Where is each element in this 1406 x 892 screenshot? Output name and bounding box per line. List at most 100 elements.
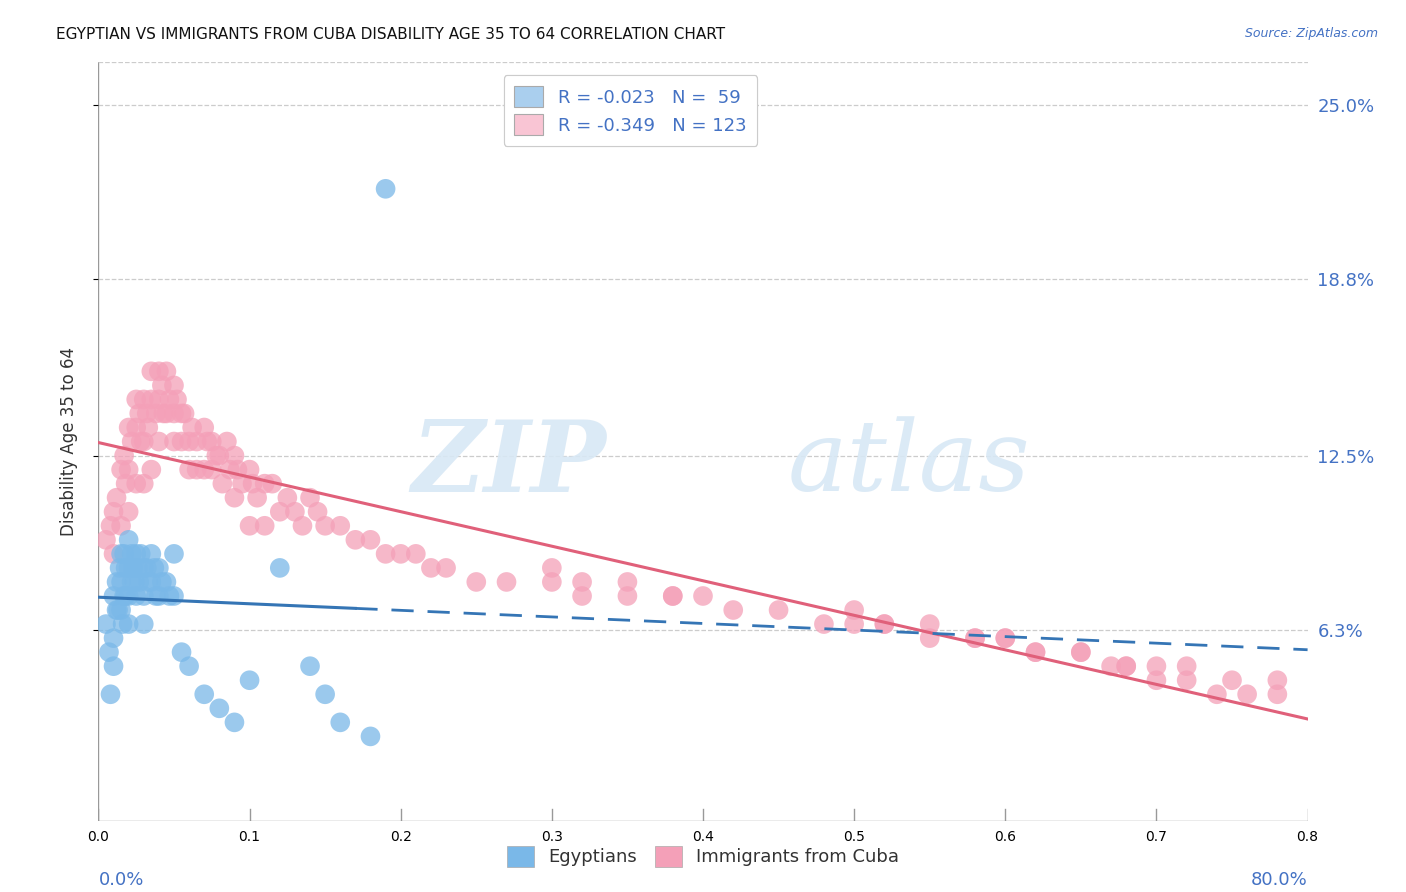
- Point: [110, 518, 132, 533]
- Point: [1115, 659, 1137, 673]
- Point: [226, 462, 249, 476]
- Point: [148, 392, 170, 407]
- Point: [253, 476, 276, 491]
- Text: 0.0%: 0.0%: [98, 871, 143, 889]
- Point: [111, 617, 134, 632]
- Point: [389, 547, 412, 561]
- Point: [201, 434, 224, 449]
- Point: [246, 491, 269, 505]
- Point: [98, 645, 121, 659]
- Point: [132, 392, 155, 407]
- Point: [813, 617, 835, 632]
- Point: [114, 561, 136, 575]
- Point: [994, 631, 1017, 645]
- Point: [108, 561, 131, 575]
- Point: [186, 434, 208, 449]
- Point: [299, 491, 322, 505]
- Point: [1220, 673, 1243, 688]
- Point: [329, 518, 352, 533]
- Point: [121, 547, 143, 561]
- Y-axis label: Disability Age 35 to 64: Disability Age 35 to 64: [59, 347, 77, 536]
- Point: [125, 392, 148, 407]
- Point: [224, 449, 246, 463]
- Point: [211, 476, 233, 491]
- Point: [179, 659, 201, 673]
- Point: [114, 589, 136, 603]
- Point: [136, 420, 159, 434]
- Point: [141, 574, 163, 589]
- Point: [128, 574, 150, 589]
- Point: [132, 434, 155, 449]
- Point: [141, 364, 163, 378]
- Point: [132, 561, 155, 575]
- Point: [571, 589, 593, 603]
- Point: [1144, 673, 1167, 688]
- Point: [110, 603, 132, 617]
- Point: [965, 631, 987, 645]
- Point: [1236, 687, 1258, 701]
- Point: [125, 589, 148, 603]
- Point: [143, 561, 166, 575]
- Point: [114, 476, 136, 491]
- Legend: R = -0.023   N =  59, R = -0.349   N = 123: R = -0.023 N = 59, R = -0.349 N = 123: [503, 75, 758, 146]
- Point: [132, 476, 155, 491]
- Point: [118, 505, 141, 519]
- Point: [103, 589, 125, 603]
- Point: [136, 574, 159, 589]
- Point: [100, 687, 122, 701]
- Point: [616, 574, 638, 589]
- Point: [107, 603, 129, 617]
- Point: [173, 407, 195, 421]
- Point: [112, 589, 135, 603]
- Point: [148, 434, 170, 449]
- Point: [291, 518, 314, 533]
- Point: [224, 715, 246, 730]
- Point: [844, 603, 866, 617]
- Text: 80.0%: 80.0%: [1251, 871, 1308, 889]
- Point: [132, 617, 155, 632]
- Point: [155, 364, 177, 378]
- Point: [405, 547, 427, 561]
- Point: [124, 574, 146, 589]
- Point: [219, 462, 242, 476]
- Point: [135, 407, 157, 421]
- Point: [179, 462, 201, 476]
- Point: [152, 407, 174, 421]
- Point: [276, 491, 298, 505]
- Point: [163, 589, 186, 603]
- Point: [224, 491, 246, 505]
- Point: [1070, 645, 1092, 659]
- Point: [148, 364, 170, 378]
- Point: [616, 589, 638, 603]
- Point: [155, 407, 177, 421]
- Point: [129, 434, 152, 449]
- Point: [170, 407, 193, 421]
- Point: [145, 589, 167, 603]
- Point: [360, 730, 382, 744]
- Point: [195, 434, 218, 449]
- Point: [118, 533, 141, 547]
- Point: [121, 574, 143, 589]
- Point: [118, 617, 141, 632]
- Point: [360, 533, 382, 547]
- Point: [661, 589, 683, 603]
- Point: [307, 505, 329, 519]
- Point: [1206, 687, 1229, 701]
- Point: [163, 407, 186, 421]
- Point: [1267, 687, 1289, 701]
- Point: [374, 182, 396, 196]
- Text: ZIP: ZIP: [412, 416, 606, 513]
- Point: [163, 378, 186, 392]
- Point: [125, 476, 148, 491]
- Point: [148, 589, 170, 603]
- Point: [239, 673, 262, 688]
- Point: [141, 392, 163, 407]
- Point: [110, 547, 132, 561]
- Point: [571, 574, 593, 589]
- Point: [163, 547, 186, 561]
- Point: [118, 589, 141, 603]
- Point: [661, 589, 683, 603]
- Point: [465, 574, 488, 589]
- Point: [262, 476, 284, 491]
- Point: [166, 392, 188, 407]
